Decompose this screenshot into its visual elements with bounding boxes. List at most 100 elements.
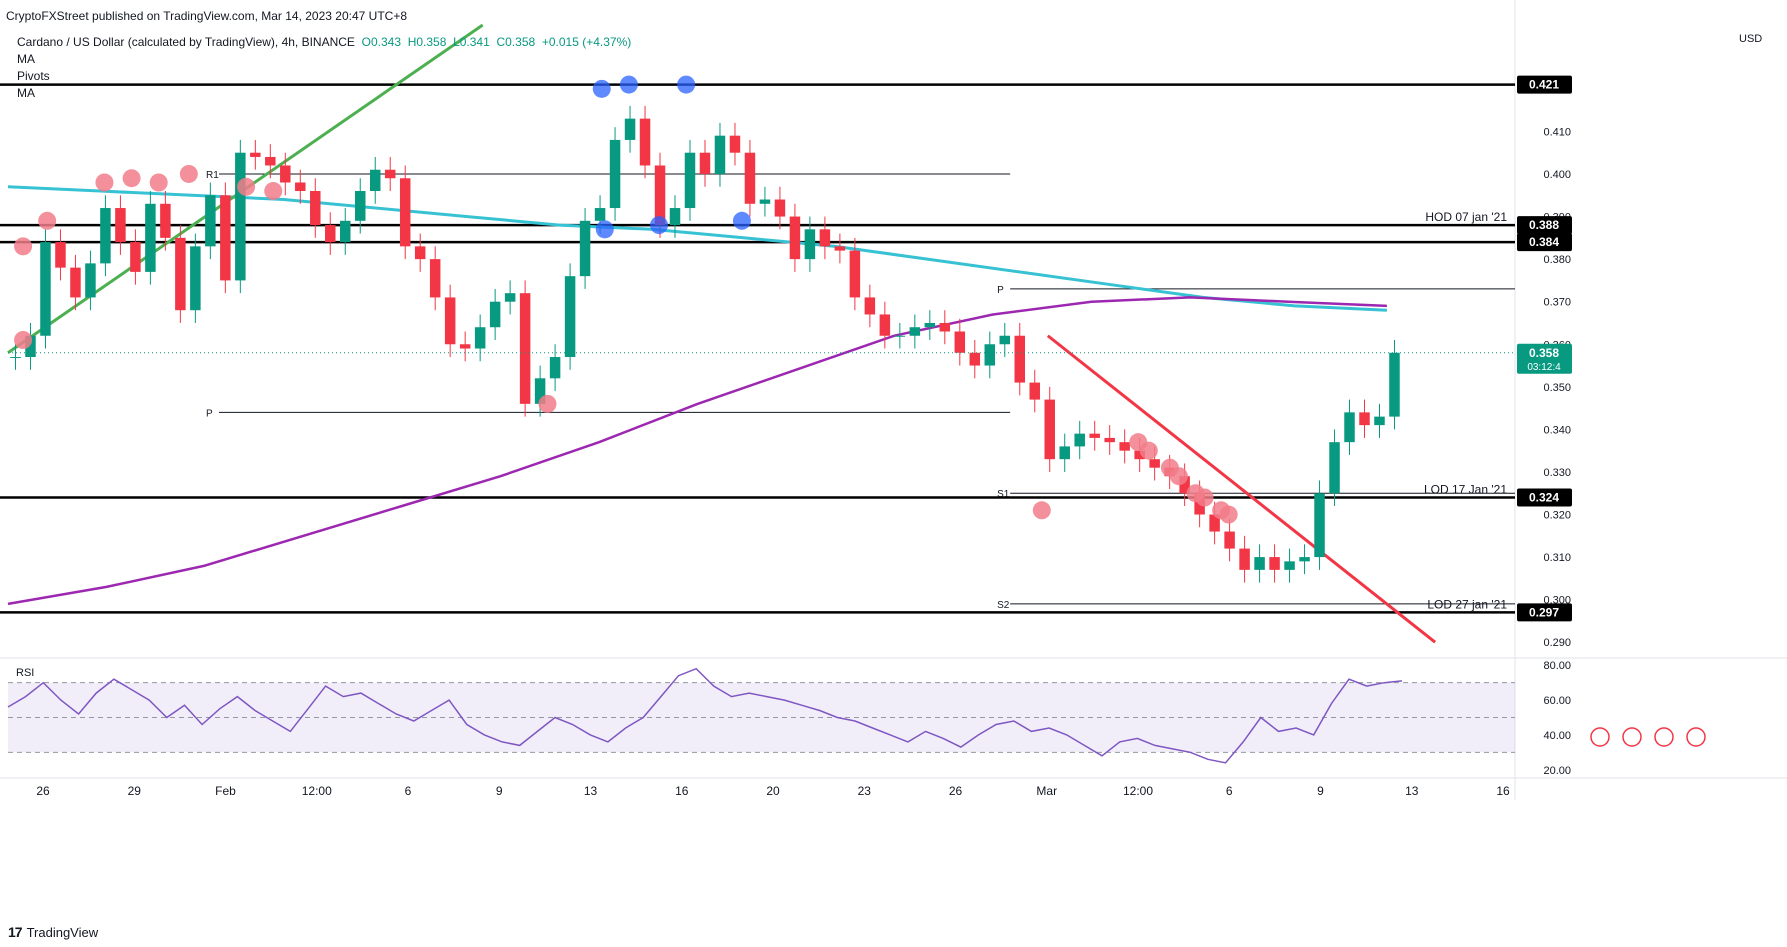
x-tick-label: 16 [1496, 784, 1510, 798]
pivot-label: P [997, 285, 1004, 296]
key-level-note: HOD 07 jan '21 [1425, 210, 1507, 224]
indicator-ma-2[interactable]: MA [17, 86, 35, 100]
y-tick-label: 0.410 [1543, 126, 1571, 138]
candle-body [654, 165, 666, 226]
candle-body [609, 139, 621, 209]
ohlc-high: H0.358 [407, 35, 447, 49]
candle-body [459, 344, 471, 349]
indicator-ma-1[interactable]: MA [17, 52, 35, 66]
x-tick-label: 13 [1405, 784, 1419, 798]
candle-body [849, 250, 861, 298]
x-tick-label: 16 [675, 784, 689, 798]
pivot-label: S2 [997, 600, 1010, 611]
x-tick-label: 12:00 [302, 784, 332, 798]
pivot-low-marker [1032, 501, 1051, 520]
x-tick-label: 20 [766, 784, 780, 798]
key-level-tag-text: 0.324 [1529, 491, 1559, 505]
economic-event-icon [1654, 727, 1674, 747]
candle-body [10, 357, 21, 359]
candle-body [714, 135, 726, 174]
pivot-high-marker [1219, 505, 1238, 524]
pivot-high-marker [1139, 441, 1158, 460]
candle-body [384, 169, 396, 179]
pivot-high-marker [1169, 467, 1188, 486]
candle-body [130, 242, 141, 272]
candle-body [1329, 442, 1340, 494]
candle-body [1074, 433, 1085, 447]
candle-body [1134, 450, 1145, 460]
candle-body [1089, 433, 1100, 438]
candle-body [639, 118, 651, 166]
symbol-line: Cardano / US Dollar (calculated by Tradi… [17, 34, 631, 51]
candle-body [85, 263, 96, 298]
candle-body [1029, 382, 1040, 400]
candle-body [1269, 557, 1280, 570]
candle-body [534, 378, 546, 404]
y-tick-label: 0.320 [1543, 510, 1571, 522]
y-tick-label: 0.400 [1543, 169, 1571, 181]
x-tick-label: Feb [215, 784, 236, 798]
footer-brand: 17 TradingView [8, 924, 98, 940]
downtrend-line [1046, 334, 1437, 644]
candle-body [744, 152, 756, 204]
candle-body [205, 195, 216, 247]
candle-body [1344, 412, 1355, 443]
key-level-tag-text: 0.297 [1529, 605, 1559, 619]
key-level-tag [1517, 233, 1572, 252]
candle-body [549, 357, 561, 379]
candle-body [1209, 514, 1220, 532]
x-tick-label: 23 [858, 784, 872, 798]
pivot-blue-marker [592, 79, 611, 98]
candle-body [1374, 416, 1385, 426]
pivot-high-marker [122, 169, 141, 188]
pivot-high-marker [1195, 488, 1214, 507]
pivot-high-marker [264, 182, 283, 201]
economic-event-icon [1590, 727, 1610, 747]
candle-body [444, 297, 456, 345]
candle-body [40, 242, 51, 336]
key-level-note: LOD 27 jan '21 [1427, 597, 1507, 611]
indicator-pivots[interactable]: Pivots [17, 69, 50, 83]
rsi-tick-label: 40.00 [1543, 730, 1571, 742]
chart-legend: Cardano / US Dollar (calculated by Tradi… [17, 34, 631, 102]
candle-body [175, 237, 186, 311]
candle-body [190, 246, 201, 311]
candle-body [310, 191, 321, 226]
candle-body [295, 182, 306, 192]
key-level-tag [1517, 216, 1572, 235]
candle-body [414, 246, 426, 260]
y-tick-label: 0.350 [1543, 382, 1571, 394]
economic-event-icon [1622, 727, 1642, 747]
economic-event-icon [1686, 727, 1706, 747]
candle-body [834, 246, 846, 251]
candle-body [1239, 548, 1250, 570]
x-tick-label: 6 [405, 784, 412, 798]
key-level-tag-text: 0.421 [1529, 78, 1559, 92]
candle-body [340, 220, 351, 243]
candle-body [804, 229, 816, 260]
symbol-name[interactable]: Cardano / US Dollar (calculated by Tradi… [17, 35, 355, 49]
pivot-blue-marker [677, 75, 696, 94]
y-tick-label: 0.340 [1543, 424, 1571, 436]
y-tick-label: 0.330 [1543, 467, 1571, 479]
x-tick-label: 12:00 [1123, 784, 1153, 798]
rsi-tick-label: 20.00 [1543, 765, 1571, 777]
candle-body [369, 169, 381, 192]
candle-body [789, 216, 801, 260]
candle-body [1389, 352, 1400, 417]
candle-body [1149, 459, 1160, 468]
x-tick-label: 29 [128, 784, 142, 798]
current-price-text: 0.358 [1529, 346, 1559, 360]
candle-body [1254, 557, 1265, 570]
candle-body [1119, 442, 1130, 451]
candle-body [354, 191, 366, 221]
key-level-tag-text: 0.388 [1529, 218, 1559, 232]
rsi-label: RSI [16, 667, 34, 679]
pivot-high-marker [95, 173, 114, 192]
candle-body [1359, 412, 1370, 426]
candle-body [1224, 531, 1235, 549]
x-tick-label: 9 [1317, 784, 1324, 798]
candle-body [1104, 437, 1115, 443]
candle-body [969, 352, 981, 366]
